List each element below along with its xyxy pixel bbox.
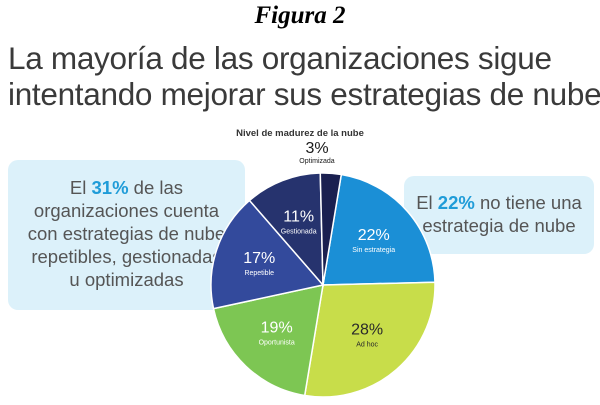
callout-left-post: de las xyxy=(128,177,184,198)
callout-left-line-5: u optimizadas xyxy=(69,269,184,290)
pie-category-label-ad-hoc: Ad hoc xyxy=(356,342,378,349)
callout-left-highlight: 31% xyxy=(91,177,129,198)
callout-left-pre: El xyxy=(69,177,92,198)
pie-category-label-gestionada: Gestionada xyxy=(281,228,317,235)
pie-category-label-sin-estrategia: Sin estrategia xyxy=(352,247,395,254)
headline: La mayoría de las organizaciones sigue i… xyxy=(8,40,600,112)
headline-line-2: intentando mejorar sus estrategias de nu… xyxy=(8,76,600,112)
chart-title: Nivel de madurez de la nube xyxy=(236,128,364,139)
pie-pct-label-gestionada: 11% xyxy=(283,208,314,225)
pie-pct-label-optimizada: 3% xyxy=(305,140,328,157)
pie-slice-sin-estrategia xyxy=(322,173,436,286)
pie-slice-ad-hoc xyxy=(303,281,436,398)
figure-label: Figura 2 xyxy=(254,2,346,29)
pie-category-label-repetible: Repetible xyxy=(244,270,274,277)
pie-category-label-optimizada: Optimizada xyxy=(299,158,335,165)
callout-right-post: no tiene una xyxy=(474,192,582,213)
callout-right-highlight: 22% xyxy=(437,192,475,213)
pie-slice-optimizada xyxy=(319,172,343,286)
pie-pct-label-sin-estrategia: 22% xyxy=(358,227,390,244)
callout-left-line-3: con estrategias de nube xyxy=(27,223,226,244)
callout-left-line-2: organizaciones cuenta xyxy=(33,200,220,221)
pie-slice-repetible xyxy=(210,199,325,310)
pie-slice-gestionada xyxy=(248,172,324,288)
callout-right-pre: El xyxy=(416,192,438,213)
pie-pct-label-oportunista: 19% xyxy=(261,320,293,337)
callout-left: El 31% de las organizaciones cuenta con … xyxy=(8,160,245,310)
callout-left-line-1: El 31% de las xyxy=(8,176,245,199)
pie-category-label-oportunista: Oportunista xyxy=(259,340,295,347)
pie-pct-label-repetible: 17% xyxy=(243,250,275,267)
callout-left-line-4: repetibles, gestionadas xyxy=(31,246,222,267)
pie-pct-label-ad-hoc: 28% xyxy=(351,322,383,339)
callout-right-line-2: estrategia de nube xyxy=(422,215,576,236)
callout-right-line-1: El 22% no tiene una xyxy=(404,191,594,214)
pie-slice-oportunista xyxy=(212,284,324,397)
headline-line-1: La mayoría de las organizaciones sigue xyxy=(8,40,552,76)
callout-right: El 22% no tiene una estrategia de nube xyxy=(404,176,594,254)
